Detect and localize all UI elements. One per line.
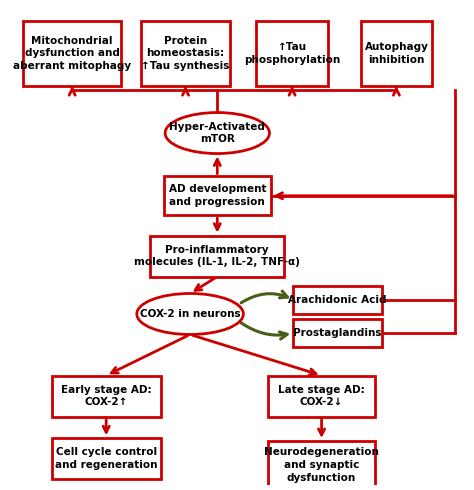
Ellipse shape	[165, 113, 269, 153]
FancyBboxPatch shape	[52, 438, 161, 479]
Text: Cell cycle control
and regeneration: Cell cycle control and regeneration	[55, 447, 157, 470]
Text: Mitochondrial
dysfunction and
aberrant mitophagy: Mitochondrial dysfunction and aberrant m…	[13, 36, 131, 71]
FancyBboxPatch shape	[293, 286, 382, 314]
Text: Hyper-Activated
mTOR: Hyper-Activated mTOR	[169, 122, 265, 145]
FancyBboxPatch shape	[164, 176, 271, 215]
FancyBboxPatch shape	[361, 21, 431, 86]
Text: Protein
homeostasis:
↑Tau synthesis: Protein homeostasis: ↑Tau synthesis	[141, 36, 230, 71]
FancyBboxPatch shape	[268, 441, 375, 489]
Text: Late stage AD:
COX-2↓: Late stage AD: COX-2↓	[278, 385, 365, 407]
Ellipse shape	[137, 294, 243, 335]
Text: AD development
and progression: AD development and progression	[169, 184, 266, 207]
FancyBboxPatch shape	[141, 21, 230, 86]
Text: Autophagy
inhibition: Autophagy inhibition	[365, 42, 428, 65]
FancyBboxPatch shape	[150, 236, 284, 276]
Text: Arachidonic Acid: Arachidonic Acid	[288, 294, 387, 304]
Text: ↑Tau
phosphorylation: ↑Tau phosphorylation	[244, 42, 340, 65]
FancyBboxPatch shape	[268, 375, 375, 416]
Text: Prostaglandins: Prostaglandins	[293, 328, 382, 338]
FancyBboxPatch shape	[52, 375, 161, 416]
FancyBboxPatch shape	[256, 21, 328, 86]
FancyBboxPatch shape	[293, 319, 382, 347]
Text: COX-2 in neurons: COX-2 in neurons	[140, 309, 240, 319]
FancyBboxPatch shape	[23, 21, 121, 86]
Text: Neurodegeneration
and synaptic
dysfunction: Neurodegeneration and synaptic dysfuncti…	[264, 447, 379, 483]
Text: Pro-inflammatory
molecules (IL-1, IL-2, TNF-α): Pro-inflammatory molecules (IL-1, IL-2, …	[134, 245, 300, 268]
Text: Early stage AD:
COX-2↑: Early stage AD: COX-2↑	[61, 385, 152, 407]
